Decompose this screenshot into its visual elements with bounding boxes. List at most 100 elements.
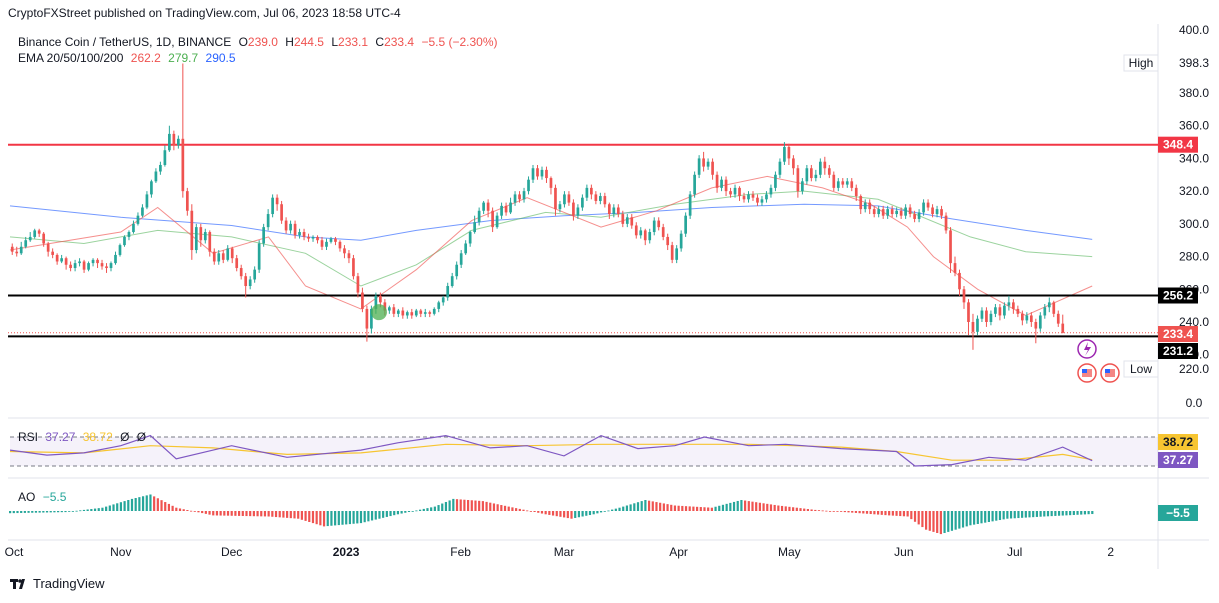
- ao-bar: [522, 509, 525, 511]
- ao-bar: [836, 511, 839, 512]
- ao-bar: [467, 500, 470, 511]
- ao-bar: [75, 510, 78, 512]
- ao-bar: [825, 510, 828, 512]
- rsi-legend: RSI 37.27 38.72 Ø Ø: [18, 430, 150, 444]
- ao-bar: [995, 511, 998, 521]
- price-tick-label: 340.0: [1179, 151, 1209, 165]
- candle: [998, 304, 1002, 321]
- candle-body: [823, 161, 827, 169]
- candle: [127, 230, 131, 241]
- ao-bar: [1043, 511, 1046, 517]
- candle-body: [814, 174, 818, 179]
- candle-body: [159, 164, 162, 172]
- ao-bar: [1050, 511, 1053, 517]
- symbol-name[interactable]: Binance Coin / TetherUS, 1D, BINANCE: [18, 35, 232, 49]
- ao-bar: [755, 502, 758, 511]
- candle-body: [967, 302, 970, 322]
- candle-body: [392, 307, 396, 314]
- candle-body: [199, 227, 203, 241]
- candle-body: [82, 261, 86, 270]
- candle: [769, 184, 773, 198]
- ao-bar: [677, 505, 680, 511]
- candle: [576, 204, 580, 219]
- ao-bar: [696, 506, 699, 511]
- price-label-text: 231.2: [1163, 344, 1193, 358]
- footer-brand[interactable]: TradingView: [10, 576, 105, 591]
- ao-bar: [1054, 511, 1057, 516]
- candle-body: [778, 161, 782, 175]
- candle-body: [684, 215, 687, 234]
- candle: [172, 130, 176, 151]
- candle: [818, 158, 822, 179]
- candle-body: [500, 205, 503, 216]
- candle-body: [33, 230, 37, 237]
- candle: [1056, 310, 1060, 327]
- rsi-label[interactable]: RSI: [18, 430, 39, 444]
- ao-bar: [149, 494, 152, 511]
- ao-bar: [1083, 511, 1087, 515]
- ao-value: −5.5: [42, 490, 67, 504]
- candle-body: [1043, 307, 1047, 316]
- candle: [792, 155, 795, 175]
- ao-bar: [204, 511, 207, 514]
- candle: [648, 228, 652, 244]
- ao-bar: [614, 508, 617, 511]
- candle-body: [217, 253, 221, 262]
- candle-body: [625, 217, 629, 224]
- candle: [841, 178, 845, 188]
- low-marker-label: Low: [1130, 362, 1152, 376]
- ao-bar: [230, 511, 233, 516]
- ao-label[interactable]: AO: [18, 490, 36, 504]
- ao-bar: [636, 502, 640, 511]
- ao-bar: [400, 511, 403, 514]
- candle: [823, 156, 827, 175]
- candle: [1047, 297, 1051, 313]
- candle-body: [850, 181, 854, 188]
- ao-bar: [304, 511, 307, 521]
- ao-bar: [208, 511, 211, 515]
- candle: [531, 164, 535, 183]
- candle: [630, 214, 634, 229]
- ao-bar: [134, 498, 137, 511]
- ao-bar: [710, 507, 713, 511]
- candle: [271, 194, 274, 218]
- ao-bar: [9, 511, 12, 514]
- ao-bar: [563, 511, 566, 518]
- ema-label[interactable]: EMA 20/50/100/200: [18, 51, 124, 65]
- candle-body: [702, 158, 705, 167]
- candle: [688, 191, 692, 219]
- candle-body: [477, 210, 481, 223]
- candle-body: [594, 194, 598, 201]
- ao-bar: [1024, 511, 1027, 518]
- ema20-line: [9, 175, 1093, 317]
- ema20-value: 262.2: [130, 51, 161, 65]
- candle-body: [78, 261, 81, 264]
- ao-bar: [751, 501, 754, 511]
- ao-bar: [503, 505, 507, 511]
- candle: [684, 212, 687, 237]
- ao-bar: [97, 508, 100, 511]
- candle-body: [266, 214, 270, 228]
- candle: [783, 142, 786, 165]
- ao-bar: [577, 511, 581, 518]
- candle-body: [73, 263, 77, 269]
- ao-bar: [599, 511, 603, 513]
- candle: [549, 176, 553, 195]
- candle-body: [419, 310, 423, 314]
- ao-bar: [49, 511, 52, 513]
- candle-body: [271, 197, 274, 215]
- price-tick-label: 0.0: [1186, 396, 1203, 410]
- candle: [347, 250, 351, 264]
- candle: [298, 228, 301, 239]
- ao-bar: [537, 511, 540, 513]
- candle: [1034, 318, 1038, 344]
- ao-bar: [249, 511, 252, 517]
- ao-bar: [57, 511, 60, 513]
- candle: [958, 269, 961, 296]
- candle-body: [599, 196, 602, 201]
- candle: [522, 187, 526, 203]
- ao-bar: [363, 511, 366, 523]
- candle-body: [96, 259, 99, 264]
- ao-bar: [570, 511, 573, 519]
